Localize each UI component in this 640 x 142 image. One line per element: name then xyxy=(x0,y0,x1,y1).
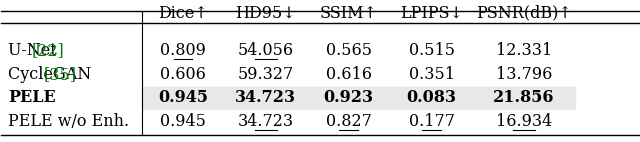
Text: U-Net: U-Net xyxy=(8,42,61,59)
Text: 0.945: 0.945 xyxy=(160,113,206,130)
Text: 0.616: 0.616 xyxy=(326,66,372,83)
Text: 34.723: 34.723 xyxy=(236,89,296,106)
Text: Dice↑: Dice↑ xyxy=(158,5,208,21)
Text: [35]: [35] xyxy=(44,66,76,83)
Text: SSIM↑: SSIM↑ xyxy=(320,5,378,21)
Text: 0.606: 0.606 xyxy=(160,66,206,83)
Text: 16.934: 16.934 xyxy=(496,113,552,130)
Text: 54.056: 54.056 xyxy=(238,42,294,59)
Text: 0.827: 0.827 xyxy=(326,113,372,130)
Text: 13.796: 13.796 xyxy=(496,66,552,83)
Text: [22]: [22] xyxy=(31,42,64,59)
Text: PSNR(dB)↑: PSNR(dB)↑ xyxy=(476,5,572,21)
Text: CycleGAN: CycleGAN xyxy=(8,66,96,83)
Text: 21.856: 21.856 xyxy=(493,89,555,106)
Text: HD95↓: HD95↓ xyxy=(236,5,296,21)
Text: 0.351: 0.351 xyxy=(408,66,454,83)
Bar xyxy=(141,87,575,109)
Text: 0.177: 0.177 xyxy=(408,113,454,130)
Text: PELE w/o Enh.: PELE w/o Enh. xyxy=(8,113,129,130)
Text: 59.327: 59.327 xyxy=(237,66,294,83)
Text: 0.945: 0.945 xyxy=(158,89,208,106)
Text: 0.565: 0.565 xyxy=(326,42,372,59)
Text: 12.331: 12.331 xyxy=(496,42,552,59)
Text: 0.515: 0.515 xyxy=(408,42,454,59)
Text: 0.809: 0.809 xyxy=(160,42,206,59)
Text: 0.083: 0.083 xyxy=(406,89,456,106)
Text: 0.923: 0.923 xyxy=(324,89,374,106)
Text: PELE: PELE xyxy=(8,89,56,106)
Text: LPIPS↓: LPIPS↓ xyxy=(400,5,463,21)
Text: 34.723: 34.723 xyxy=(238,113,294,130)
